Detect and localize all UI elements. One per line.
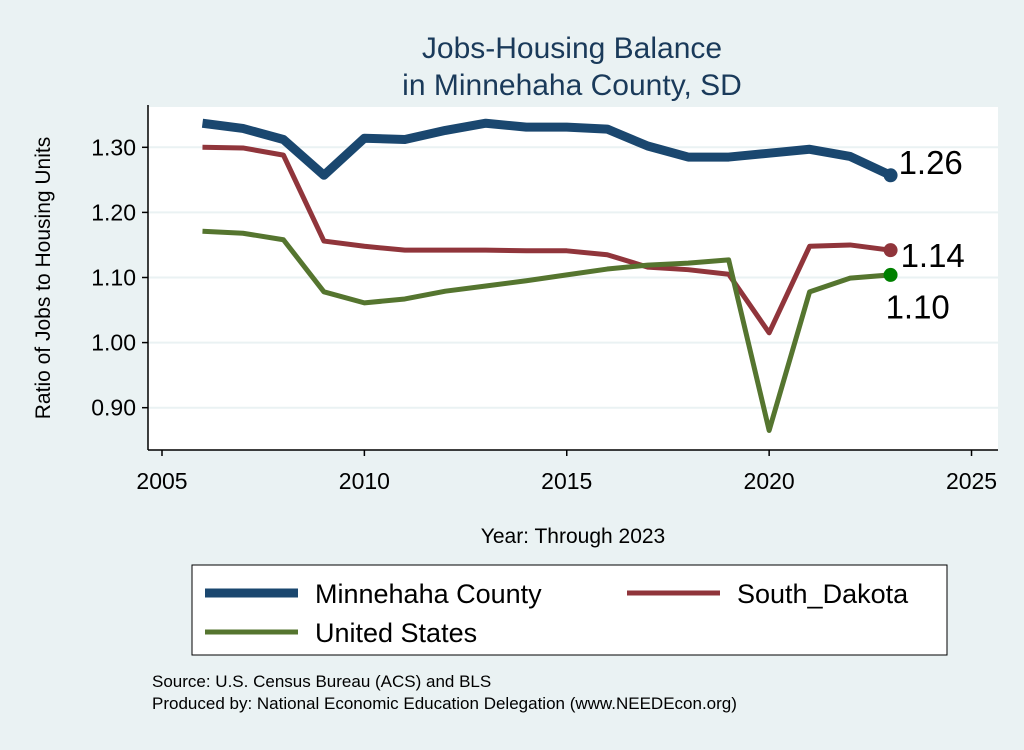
- series-end-marker-1: [883, 243, 898, 258]
- y-axis-label: Ratio of Jobs to Housing Units: [32, 137, 55, 419]
- series-end-label-2: 1.10: [886, 289, 950, 326]
- series-end-label-0: 1.26: [899, 144, 963, 181]
- legend-label-south-dakota: South_Dakota: [737, 579, 909, 609]
- x-tick-label: 2025: [946, 468, 997, 494]
- series-line-2: [202, 228, 891, 433]
- source-note: Source: U.S. Census Bureau (ACS) and BLS: [152, 672, 491, 691]
- y-tick-label: 1.10: [91, 265, 136, 291]
- producer-note: Produced by: National Economic Education…: [152, 694, 737, 713]
- legend-label-minnehaha: Minnehaha County: [315, 579, 542, 609]
- series-line-0: [201, 118, 893, 180]
- x-tick-label: 2015: [541, 468, 592, 494]
- y-tick-label: 1.30: [91, 134, 136, 160]
- y-tick-label: 1.20: [91, 199, 136, 225]
- series-end-label-1: 1.14: [901, 237, 965, 274]
- series-end-marker-2: [883, 267, 898, 282]
- x-tick-label: 2005: [136, 468, 187, 494]
- series-end-marker-0: [883, 168, 898, 183]
- x-tick-label: 2010: [339, 468, 390, 494]
- x-tick-label: 2020: [744, 468, 795, 494]
- chart-title-line2: in Minnehaha County, SD: [402, 69, 742, 102]
- y-tick-label: 1.00: [91, 330, 136, 356]
- y-tick-label: 0.90: [91, 395, 136, 421]
- legend: Minnehaha County South_Dakota United Sta…: [191, 564, 948, 656]
- legend-label-united-states: United States: [315, 618, 477, 648]
- x-axis-label: Year: Through 2023: [481, 525, 666, 548]
- chart-title-line1: Jobs-Housing Balance: [422, 32, 722, 65]
- series-line-1: [202, 144, 891, 336]
